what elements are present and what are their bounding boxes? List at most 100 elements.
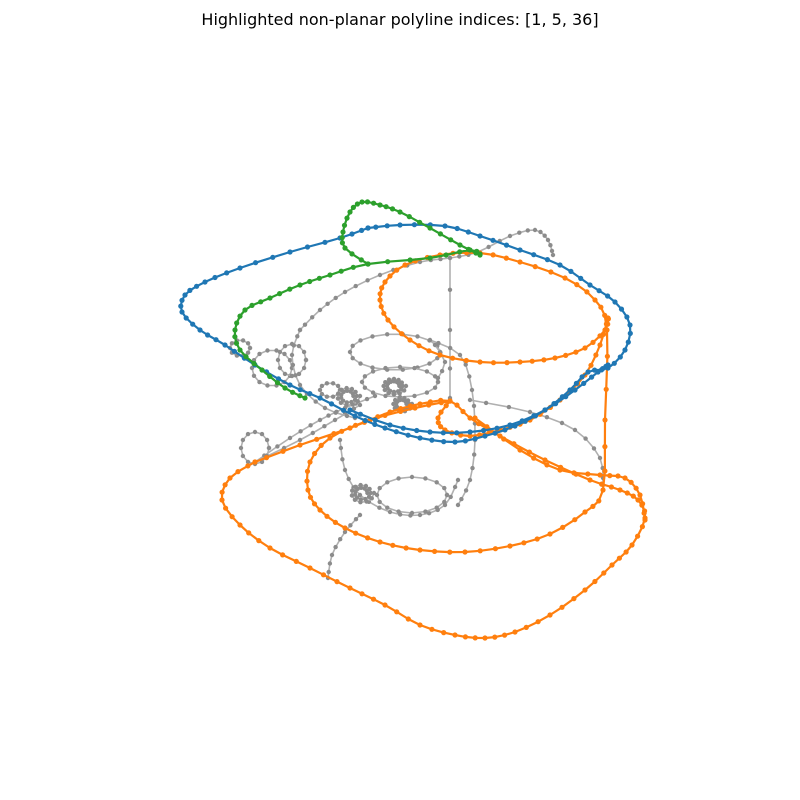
gray-polyline-vertex: [423, 509, 428, 514]
gray-polyline-vertex: [395, 389, 401, 394]
highlight-polyline-1-vertex: [452, 439, 458, 445]
highlight-polyline-5-inner-vertex: [490, 360, 497, 366]
gray-polyline-vertex: [265, 348, 270, 353]
gray-polyline-vertex: [277, 349, 283, 355]
highlight-polyline-5-outer-vertex: [472, 635, 478, 641]
gray-polyline: [249, 348, 295, 388]
gray-polyline: [335, 385, 363, 408]
gray-polyline-vertex: [359, 379, 365, 385]
highlight-polyline-5-inner-vertex: [602, 417, 608, 423]
highlight-polyline-1-vertex: [482, 433, 488, 439]
gray-polyline-vertex: [327, 561, 333, 566]
highlight-polyline-36-vertex: [457, 242, 463, 248]
gray-polyline-vertex: [319, 383, 325, 389]
highlight-polyline-5-inner-vertex: [573, 349, 579, 355]
highlight-polyline-5-inner-vertex: [447, 549, 453, 555]
highlight-polyline-1-vertex: [429, 437, 435, 443]
highlight-polyline-1-vertex: [190, 321, 196, 327]
highlight-polyline-5-inner-vertex: [435, 420, 441, 426]
gray-polyline-vertex: [469, 387, 475, 393]
gray-polyline-vertex: [333, 295, 338, 301]
highlight-polyline-5-inner-vertex: [560, 524, 566, 531]
gray-polyline-vertex: [470, 465, 475, 471]
gray-polyline: [467, 397, 606, 488]
highlight-polyline-5-outer-vertex: [405, 616, 411, 622]
highlight-polyline-5-outer-vertex: [582, 587, 588, 593]
highlight-polyline-5-inner-vertex: [381, 310, 387, 316]
highlight-polyline-5-outer-vertex: [394, 609, 400, 615]
gray-polyline-vertex: [363, 496, 368, 502]
gray-polyline-vertex: [289, 352, 295, 358]
gray-polyline-vertex: [517, 230, 522, 235]
highlight-polyline-5-outer-vertex: [547, 612, 553, 618]
highlight-polyline-5-inner-vertex: [574, 282, 580, 288]
highlight-polyline-5-inner-vertex: [377, 297, 383, 303]
highlight-polyline-5-outer-vertex: [512, 629, 518, 635]
highlight-polyline-5-link-vertex: [642, 517, 648, 523]
gray-polyline-vertex: [310, 315, 315, 320]
gray-polyline-vertex: [353, 283, 358, 289]
gray-polyline-vertex: [330, 394, 336, 399]
highlight-polyline-36-vertex: [474, 248, 480, 254]
gray-polyline-vertex: [342, 529, 348, 535]
highlight-polyline-5-outer-vertex: [222, 482, 228, 488]
highlight-polyline-1-vertex: [568, 268, 574, 274]
highlight-polyline-5-inner-vertex: [412, 405, 418, 411]
gray-polyline-vertex: [324, 381, 330, 386]
highlight-polyline-36-vertex: [259, 367, 265, 373]
highlight-polyline-5-inner-vertex: [307, 494, 314, 500]
gray-polyline-vertex: [287, 358, 293, 363]
gray-polyline-vertex: [459, 496, 464, 502]
gray-polyline-vertex: [357, 512, 363, 518]
gray-polyline-vertex: [448, 345, 453, 351]
gray-polyline-vertex: [432, 385, 438, 390]
highlight-polyline-1-vertex: [573, 380, 580, 386]
gray-polyline-vertex: [265, 383, 270, 388]
highlight-polyline-5-inner-vertex: [602, 444, 608, 450]
highlight-polyline-36-vertex: [290, 389, 296, 395]
gray-polyline-vertex: [326, 413, 331, 418]
highlight-polyline-1-inner-vertex: [589, 374, 595, 380]
highlight-polyline-5-link-vertex: [641, 510, 647, 516]
highlight-polyline-36-vertex: [448, 237, 454, 243]
highlight-polyline-36: [232, 199, 483, 401]
highlight-polyline-5-outer-vertex: [280, 448, 286, 454]
highlight-polyline-5-inner-vertex: [517, 359, 523, 365]
gray-polyline-vertex: [282, 351, 287, 357]
highlight-polyline-5-inner-vertex: [391, 324, 397, 330]
gray-polyline-vertex: [467, 397, 473, 403]
gray-polyline-vertex: [447, 287, 453, 292]
highlight-polyline-36-vertex: [377, 202, 383, 208]
highlight-polyline-1-vertex: [287, 382, 293, 388]
gray-polyline-vertex: [439, 368, 445, 374]
highlight-polyline-5-outer-vertex: [280, 552, 286, 558]
gray-polyline-line: [469, 399, 604, 485]
gray-polyline-vertex: [338, 445, 344, 451]
highlight-polyline-5-outer-vertex: [256, 538, 262, 544]
highlight-polyline-1-vertex: [365, 225, 371, 231]
highlight-polyline-36-vertex: [350, 204, 356, 210]
highlight-polyline-1-vertex: [359, 227, 365, 233]
highlight-polyline-36-vertex: [340, 229, 346, 235]
gray-polyline-vertex: [296, 371, 302, 377]
highlight-polyline-36-vertex: [341, 222, 348, 228]
gray-polyline-vertex: [506, 404, 512, 410]
highlight-polyline-5-outer: [219, 397, 648, 641]
gray-polyline-vertex: [507, 233, 513, 239]
highlight-polyline-1-vertex: [465, 229, 471, 235]
gray-polyline-vertex: [364, 396, 370, 402]
highlight-polyline-1-inner: [347, 362, 611, 436]
highlight-polyline-5-inner-vertex: [387, 273, 393, 279]
highlight-polyline-1-vertex: [197, 327, 203, 333]
highlight-polyline-5-inner-vertex: [563, 352, 569, 358]
gray-polyline-vertex: [322, 405, 328, 411]
highlight-polyline-36-vertex: [342, 245, 348, 251]
highlight-polyline-5-inner-vertex: [603, 386, 609, 392]
highlight-polyline-1-vertex: [611, 360, 617, 366]
highlight-polyline-1-vertex: [503, 242, 510, 248]
highlight-polyline-5-inner-vertex: [552, 355, 558, 361]
gray-polyline-vertex: [538, 229, 543, 235]
gray-polyline-vertex: [483, 400, 489, 406]
highlight-polyline-5-inner-vertex: [305, 487, 311, 493]
highlight-polyline-5-outer-vertex: [571, 596, 577, 602]
